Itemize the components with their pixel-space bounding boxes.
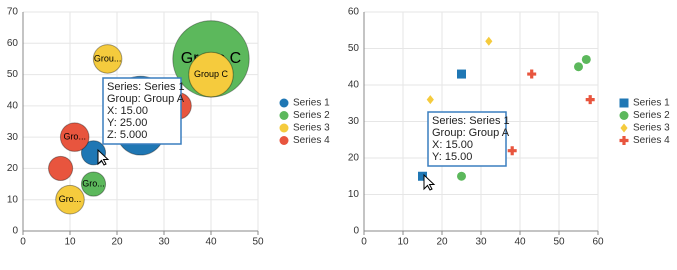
legend-label: Series 1	[633, 98, 670, 109]
bubble	[48, 155, 74, 182]
y-tick-label: 10	[348, 189, 360, 200]
legend-label: Series 3	[293, 123, 330, 134]
marker	[485, 36, 493, 46]
x-tick-label: 30	[475, 237, 487, 248]
x-tick-label: 10	[64, 237, 76, 248]
tooltip-line: Group: Group A	[432, 127, 510, 139]
legend-label: Series 4	[633, 135, 670, 146]
tooltip-line: Series: Series 1	[432, 115, 510, 127]
tooltip-line: Y: 15.00	[432, 151, 472, 163]
bubble-label: Gro...	[82, 178, 105, 188]
y-tick-label: 70	[7, 7, 19, 18]
marker	[457, 171, 466, 181]
marker	[527, 69, 537, 79]
bubble	[92, 44, 123, 74]
marker	[457, 69, 466, 79]
y-tick-label: 20	[348, 153, 360, 164]
marker	[581, 54, 591, 64]
tooltip-line: X: 15.00	[107, 105, 148, 117]
y-tick-label: 30	[7, 132, 19, 143]
legend-label: Series 2	[633, 110, 670, 121]
y-tick-label: 50	[7, 69, 19, 80]
tooltip-box	[427, 111, 507, 167]
x-tick-label: 30	[158, 237, 170, 248]
bubble	[55, 184, 85, 215]
x-tick-label: 50	[553, 237, 565, 248]
legend-label: Series 2	[293, 110, 330, 121]
bubble	[188, 51, 234, 98]
bubble	[80, 171, 107, 197]
tooltip-line: Z: 5.000	[107, 129, 147, 141]
y-tick-label: 30	[348, 116, 360, 127]
cursor	[423, 173, 436, 191]
marker	[619, 98, 629, 108]
legend-swatch	[279, 111, 289, 120]
marker	[619, 111, 629, 120]
marker	[585, 95, 595, 105]
legend-swatch	[279, 98, 289, 108]
legend-label: Series 1	[293, 98, 330, 109]
bubble-label: Grou...	[94, 53, 122, 63]
tooltip-line: Series: Series 1	[107, 81, 185, 93]
tooltip-line: Group: Group A	[107, 93, 185, 105]
y-tick-label: 60	[7, 38, 19, 49]
legend-label: Series 4	[293, 135, 330, 146]
tooltip-line: X: 15.00	[432, 139, 473, 151]
x-tick-label: 20	[436, 237, 448, 248]
marker	[574, 62, 583, 72]
tooltip-line: Y: 25.00	[107, 117, 147, 129]
x-tick-label: 0	[20, 237, 26, 248]
marker	[620, 123, 628, 133]
y-tick-label: 0	[12, 226, 18, 237]
bubble	[59, 122, 90, 152]
bubble-label: Gro...	[59, 194, 82, 204]
bubble-label: Gro...	[63, 132, 86, 142]
legend-label: Series 3	[633, 123, 670, 134]
y-tick-label: 40	[348, 80, 360, 91]
tooltip-box	[102, 77, 182, 145]
bubble-label: Group C	[194, 69, 229, 79]
y-tick-label: 10	[7, 194, 19, 205]
marker	[507, 146, 517, 156]
cursor	[97, 148, 110, 166]
legend-swatch	[279, 123, 289, 133]
marker	[426, 95, 434, 105]
marker	[619, 136, 629, 145]
x-tick-label: 40	[514, 237, 526, 248]
x-tick-label: 0	[361, 237, 367, 248]
x-tick-label: 20	[111, 237, 123, 248]
y-tick-label: 20	[7, 163, 19, 174]
legend-swatch	[279, 136, 289, 145]
x-tick-label: 50	[252, 237, 264, 248]
y-tick-label: 0	[353, 226, 359, 237]
x-tick-label: 10	[397, 237, 409, 248]
x-tick-label: 40	[205, 237, 217, 248]
y-tick-label: 50	[348, 43, 360, 54]
marker	[418, 171, 427, 181]
y-tick-label: 60	[348, 7, 360, 18]
y-tick-label: 40	[7, 100, 19, 111]
x-tick-label: 60	[592, 237, 604, 248]
